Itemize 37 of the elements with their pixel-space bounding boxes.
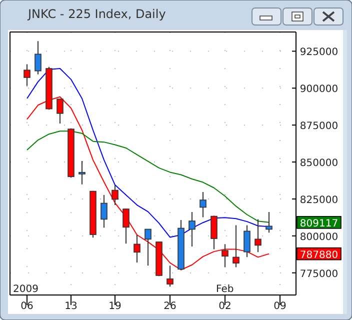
x-tick-label: 06 [20,301,34,312]
y-tick-label: 900000 [300,84,338,96]
line-series [26,130,270,223]
annotation: 2009 [13,284,38,295]
text: 787880 [300,250,338,261]
x-tick-label: 02 [218,301,232,312]
y-tick-label: 775000 [300,268,338,280]
candlestick [78,160,86,185]
y-tick-label: 800000 [300,232,338,243]
candlestick [222,244,228,268]
y-tick-label: 875000 [300,121,338,132]
candlestick [166,265,174,288]
text: 809117 [300,218,338,230]
candlestick [266,211,272,234]
candlestick [56,98,64,124]
y-tick-label: 825000 [300,194,338,206]
x-tick-label: 09 [274,301,286,312]
candlestick [188,211,196,248]
candlestick [210,215,218,250]
candlestick [100,194,108,228]
x-tick-label: 19 [108,301,122,312]
candlestick [134,234,140,263]
candlestick [24,64,30,86]
candlestick [112,184,118,206]
candlestick [122,208,130,244]
candlestick [244,224,250,258]
x-tick-label: 13 [64,301,78,312]
y-tick-label: 925000 [300,47,338,58]
candlestick [254,218,262,253]
candlestick [232,224,240,268]
chart-title: JNKC - 225 Index, Daily [27,7,166,21]
candlestick [200,192,206,218]
candlestick [34,40,42,75]
x-tick-label: 26 [164,301,176,312]
annotation: Feb [216,284,234,295]
candlestick [144,228,152,266]
y-tick-label: 850000 [300,158,338,170]
